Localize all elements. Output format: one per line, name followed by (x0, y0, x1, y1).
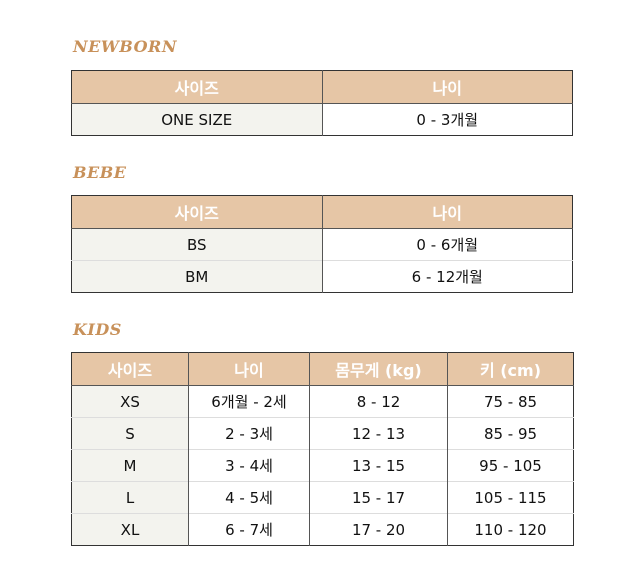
table-cell: 85 - 95 (447, 417, 574, 450)
kids-title: KIDS (73, 320, 122, 339)
table-cell: 6 - 7세 (188, 513, 310, 546)
kids-table: 사이즈 나이 몸무게 (kg) 키 (cm) XS 6개월 - 2세 8 - 12 75 - … (71, 352, 574, 546)
table-cell: XL (71, 513, 189, 546)
table-cell: BS (71, 228, 322, 261)
column-header: 키 (cm) (447, 352, 574, 386)
table-cell: 0 - 6개월 (321, 228, 573, 261)
table-cell: 2 - 3세 (188, 417, 310, 450)
table-row: BM 6 - 12개월 (71, 260, 573, 293)
bebe-title: BEBE (73, 163, 127, 182)
table-cell: 4 - 5세 (188, 481, 310, 514)
table-row: ONE SIZE 0 - 3개월 (71, 103, 573, 136)
table-cell: 0 - 3개월 (321, 103, 573, 136)
table-cell: 13 - 15 (309, 449, 448, 482)
table-cell: 75 - 85 (447, 385, 574, 418)
table-cell: ONE SIZE (71, 103, 322, 136)
header-row: 사이즈 나이 (71, 195, 573, 229)
table-cell: 17 - 20 (309, 513, 448, 546)
table-cell: 110 - 120 (447, 513, 574, 546)
table-cell: BM (71, 260, 322, 293)
column-header: 사이즈 (71, 195, 322, 229)
table-cell: 6개월 - 2세 (188, 385, 310, 418)
column-header: 나이 (321, 195, 573, 229)
table-cell: L (71, 481, 189, 514)
table-row: BS 0 - 6개월 (71, 228, 573, 261)
header-row: 사이즈 나이 몸무게 (kg) 키 (cm) (71, 352, 574, 386)
column-header: 몸무게 (kg) (309, 352, 448, 386)
table-cell: M (71, 449, 189, 482)
column-header: 나이 (321, 70, 573, 104)
table-cell: 105 - 115 (447, 481, 574, 514)
newborn-title: NEWBORN (73, 37, 177, 56)
table-cell: 12 - 13 (309, 417, 448, 450)
newborn-table: 사이즈 나이 ONE SIZE 0 - 3개월 (71, 70, 573, 136)
table-row: XL 6 - 7세 17 - 20 110 - 120 (71, 513, 574, 546)
table-cell: XS (71, 385, 189, 418)
table-cell: 6 - 12개월 (321, 260, 573, 293)
column-header: 사이즈 (71, 352, 189, 386)
bebe-table: 사이즈 나이 BS 0 - 6개월 BM 6 - 12개월 (71, 195, 573, 293)
table-cell: 95 - 105 (447, 449, 574, 482)
column-header: 사이즈 (71, 70, 322, 104)
table-cell: 3 - 4세 (188, 449, 310, 482)
column-header: 나이 (188, 352, 310, 386)
table-cell: 8 - 12 (309, 385, 448, 418)
table-cell: 15 - 17 (309, 481, 448, 514)
header-row: 사이즈 나이 (71, 70, 573, 104)
table-cell: S (71, 417, 189, 450)
table-row: XS 6개월 - 2세 8 - 12 75 - 85 (71, 385, 574, 418)
